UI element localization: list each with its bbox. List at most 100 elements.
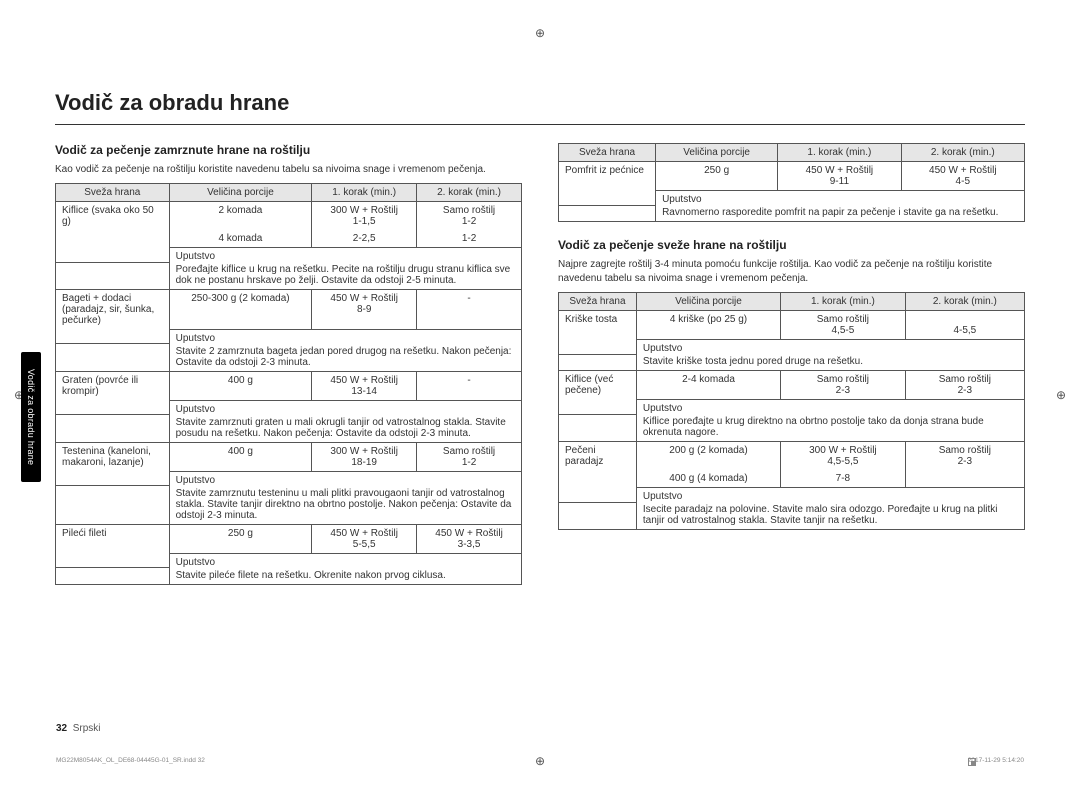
food-name: Kiflice (svaka oko 50 g) [56, 202, 170, 248]
step2: Samo roštilj [443, 205, 495, 216]
th: Sveža hrana [559, 144, 656, 162]
frozen-food-table-cont: Sveža hrana Veličina porcije 1. korak (m… [558, 143, 1025, 222]
step1-time: 5-5,5 [353, 539, 376, 550]
step2-time: 1-2 [462, 457, 476, 468]
step1-time: 2-3 [836, 385, 850, 396]
th: Veličina porcije [636, 293, 780, 311]
step2-time: 2-3 [958, 456, 972, 467]
instruction-text: Stavite pileće filete na rešetku. Okreni… [169, 568, 521, 585]
section1-intro: Kao vodič za pečenje na roštilju koristi… [55, 163, 522, 177]
th: 1. korak (min.) [312, 184, 417, 202]
section3-title: Vodič za pečenje sveže hrane na roštilju [558, 238, 1025, 252]
instruction-text: Ravnomerno rasporedite pomfrit na papir … [656, 205, 1025, 222]
step2-time: 2-3 [958, 385, 972, 396]
step2: 450 W + Roštilj [929, 165, 997, 176]
step1: Samo roštilj [817, 374, 869, 385]
instruction-text: Stavite 2 zamrznuta bageta jedan pored d… [169, 344, 521, 372]
step1-time: 4,5-5 [831, 325, 854, 336]
step1-time: 9-11 [830, 176, 849, 187]
step2: Samo roštilj [443, 446, 495, 457]
step1-time: 13-14 [351, 386, 377, 397]
step2: 450 W + Roštilj [435, 528, 503, 539]
instruction-label: Uputstvo [169, 553, 521, 568]
food-name: Pečeni paradajz [559, 442, 637, 488]
th: Sveža hrana [559, 293, 637, 311]
food-name: Testenina (kaneloni, makaroni, lazanje) [56, 442, 170, 471]
instruction-text: Isecite paradajz na polovine. Stavite ma… [636, 502, 1024, 530]
instruction-text: Stavite zamrznutu testeninu u mali plitk… [169, 486, 521, 525]
portion: 250-300 g (2 komada) [169, 290, 312, 330]
fresh-food-table: Sveža hrana Veličina porcije 1. korak (m… [558, 292, 1025, 530]
instruction-label: Uputstvo [169, 400, 521, 415]
crop-mark-right: ⊕ [1056, 388, 1066, 402]
step2-time2: 1-2 [417, 230, 522, 248]
footer-timestamp: 2017-11-29 5:14:20 [968, 757, 1024, 764]
instruction-label: Uputstvo [636, 400, 1024, 415]
step2: Samo roštilj [939, 445, 991, 456]
page-lang: Srpski [73, 723, 101, 734]
instruction-text: Poređajte kiflice u krug na rešetku. Pec… [169, 262, 521, 290]
page-title: Vodič za obradu hrane [55, 90, 1025, 125]
food-name: Bageti + dodaci (paradajz, sir, šunka, p… [56, 290, 170, 330]
instruction-label: Uputstvo [656, 191, 1025, 206]
step2-blank [905, 470, 1024, 488]
instruction-text: Stavite zamrznuti graten u mali okrugli … [169, 415, 521, 443]
step1-time: 8-9 [357, 304, 371, 315]
step2: - [417, 290, 522, 330]
portion: 4 kriške (po 25 g) [636, 311, 780, 340]
page-content: Vodič za obradu hrane Vodič za obradu hr… [55, 0, 1025, 601]
instruction-text: Stavite kriške tosta jednu pored druge n… [636, 354, 1024, 371]
step1-time: 18-19 [351, 457, 377, 468]
footer-filename: MG22M8054AK_OL_DE68-04445G-01_SR.indd 32 [56, 757, 205, 764]
step2: Samo roštilj [939, 374, 991, 385]
right-column: Sveža hrana Veličina porcije 1. korak (m… [558, 143, 1025, 601]
step2-time: 3-3,5 [458, 539, 481, 550]
side-tab: Vodič za obradu hrane [21, 352, 41, 482]
th: Veličina porcije [656, 144, 778, 162]
food-name: Pileći fileti [56, 524, 170, 553]
food-name: Graten (povrće ili krompir) [56, 371, 170, 400]
step2-time: 4-5 [956, 176, 970, 187]
step2: - [417, 371, 522, 400]
instruction-label: Uputstvo [636, 340, 1024, 355]
step1-time2: 2-2,5 [312, 230, 417, 248]
page-number: 32 Srpski [56, 723, 100, 734]
portion: 250 g [656, 162, 778, 191]
th: Sveža hrana [56, 184, 170, 202]
instruction-label: Uputstvo [169, 248, 521, 263]
th: 2. korak (min.) [901, 144, 1024, 162]
portion2: 400 g (4 komada) [636, 470, 780, 488]
th: 2. korak (min.) [905, 293, 1024, 311]
portion: 200 g (2 komada) [636, 442, 780, 471]
crop-mark-bottom: ⊕ [535, 754, 545, 768]
th: 1. korak (min.) [781, 293, 906, 311]
food-name: Pomfrit iz pećnice [559, 162, 656, 191]
instruction-text: Kiflice poređajte u krug direktno na obr… [636, 414, 1024, 442]
step1: 450 W + Roštilj [330, 375, 398, 386]
step1-time: 1-1,5 [353, 216, 376, 227]
frozen-food-table: Sveža hrana Veličina porcije 1. korak (m… [55, 183, 522, 585]
instruction-label: Uputstvo [636, 488, 1024, 503]
portion: 250 g [169, 524, 312, 553]
th: Veličina porcije [169, 184, 312, 202]
step2-time: 1-2 [462, 216, 476, 227]
portion2: 4 komada [169, 230, 312, 248]
step1-time: 4,5-5,5 [827, 456, 858, 467]
portion: 2-4 komada [636, 371, 780, 400]
step1: 450 W + Roštilj [806, 165, 874, 176]
th: 2. korak (min.) [417, 184, 522, 202]
portion: 400 g [169, 371, 312, 400]
section1-title: Vodič za pečenje zamrznute hrane na rošt… [55, 143, 522, 157]
step1: Samo roštilj [817, 314, 869, 325]
th: 1. korak (min.) [778, 144, 901, 162]
step1: 300 W + Roštilj [809, 445, 877, 456]
instruction-label: Uputstvo [169, 329, 521, 344]
portion: 400 g [169, 442, 312, 471]
step1: 300 W + Roštilj [330, 205, 398, 216]
left-column: Vodič za pečenje zamrznute hrane na rošt… [55, 143, 522, 601]
instruction-label: Uputstvo [169, 471, 521, 486]
portion: 2 komada [169, 202, 312, 231]
section3-intro: Najpre zagrejte roštilj 3-4 minuta pomoć… [558, 258, 1025, 286]
step1-time2: 7-8 [781, 470, 906, 488]
food-name: Kriške tosta [559, 311, 637, 340]
